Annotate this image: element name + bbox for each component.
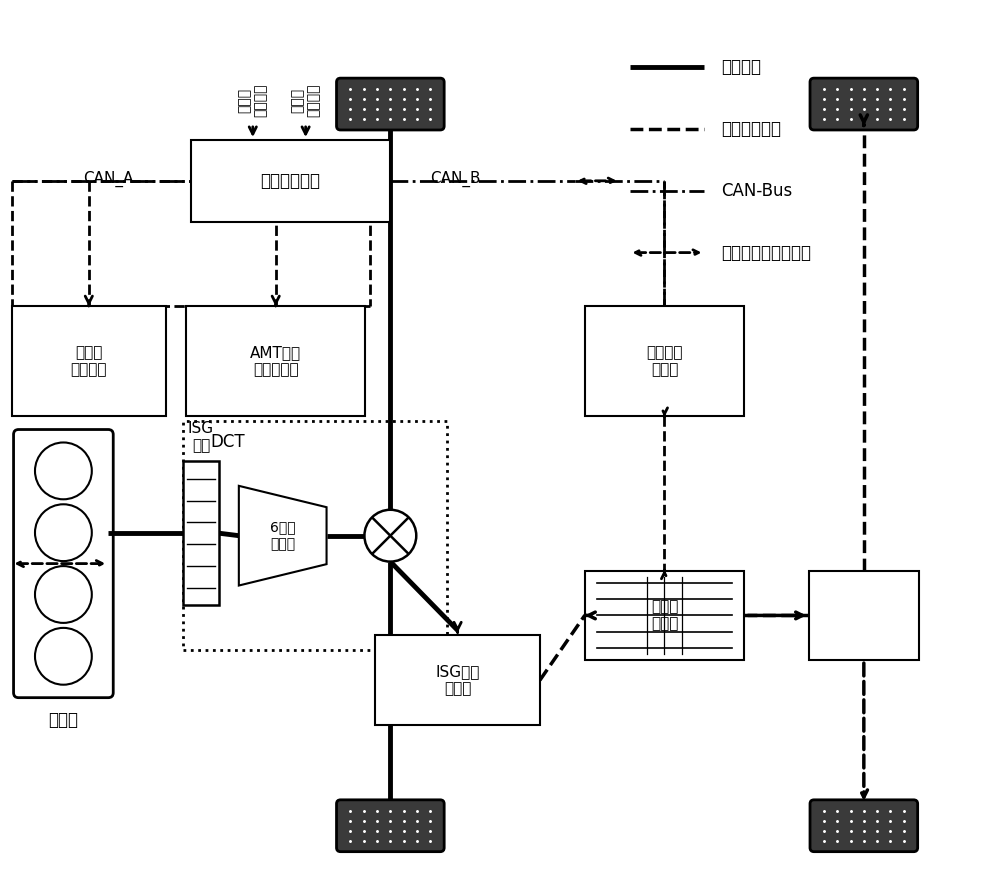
Text: 动力蓄
电池组: 动力蓄 电池组 bbox=[651, 599, 678, 631]
Text: CAN_B: CAN_B bbox=[430, 171, 481, 187]
Circle shape bbox=[35, 442, 92, 499]
Polygon shape bbox=[239, 486, 327, 585]
Text: 车速和
道路条件: 车速和 道路条件 bbox=[291, 84, 321, 117]
Text: AMT变速
箱电控单元: AMT变速 箱电控单元 bbox=[250, 345, 301, 377]
FancyBboxPatch shape bbox=[186, 307, 365, 416]
Circle shape bbox=[35, 504, 92, 561]
Text: 驾驶员
操作输入: 驾驶员 操作输入 bbox=[238, 84, 268, 117]
Text: 高压电气信号: 高压电气信号 bbox=[721, 120, 781, 138]
Text: 机械连接: 机械连接 bbox=[721, 58, 761, 76]
Circle shape bbox=[35, 628, 92, 685]
FancyBboxPatch shape bbox=[375, 635, 540, 725]
FancyBboxPatch shape bbox=[337, 78, 444, 130]
Text: 整车控制单元: 整车控制单元 bbox=[261, 172, 321, 190]
FancyBboxPatch shape bbox=[585, 571, 744, 660]
FancyBboxPatch shape bbox=[810, 800, 918, 852]
FancyBboxPatch shape bbox=[585, 307, 744, 416]
Circle shape bbox=[35, 566, 92, 623]
Text: 蓄电池管
理系统: 蓄电池管 理系统 bbox=[646, 345, 683, 377]
Text: ISG
电机: ISG 电机 bbox=[188, 421, 214, 453]
FancyBboxPatch shape bbox=[337, 800, 444, 852]
FancyBboxPatch shape bbox=[191, 140, 390, 222]
Text: DCT: DCT bbox=[211, 433, 245, 451]
Text: 发动机
管理系统: 发动机 管理系统 bbox=[71, 345, 107, 377]
Text: ISG电机
控制器: ISG电机 控制器 bbox=[435, 664, 480, 697]
Text: 发动机: 发动机 bbox=[48, 711, 78, 729]
FancyBboxPatch shape bbox=[14, 429, 113, 698]
FancyBboxPatch shape bbox=[12, 307, 166, 416]
Text: 6挡变
速机构: 6挡变 速机构 bbox=[270, 521, 296, 550]
FancyBboxPatch shape bbox=[809, 571, 919, 660]
FancyBboxPatch shape bbox=[183, 461, 219, 605]
FancyBboxPatch shape bbox=[810, 78, 918, 130]
Circle shape bbox=[364, 510, 416, 562]
Text: 部件及其控制器连接: 部件及其控制器连接 bbox=[721, 244, 811, 261]
Text: CAN-Bus: CAN-Bus bbox=[721, 182, 793, 199]
Text: CAN_A: CAN_A bbox=[83, 171, 134, 187]
